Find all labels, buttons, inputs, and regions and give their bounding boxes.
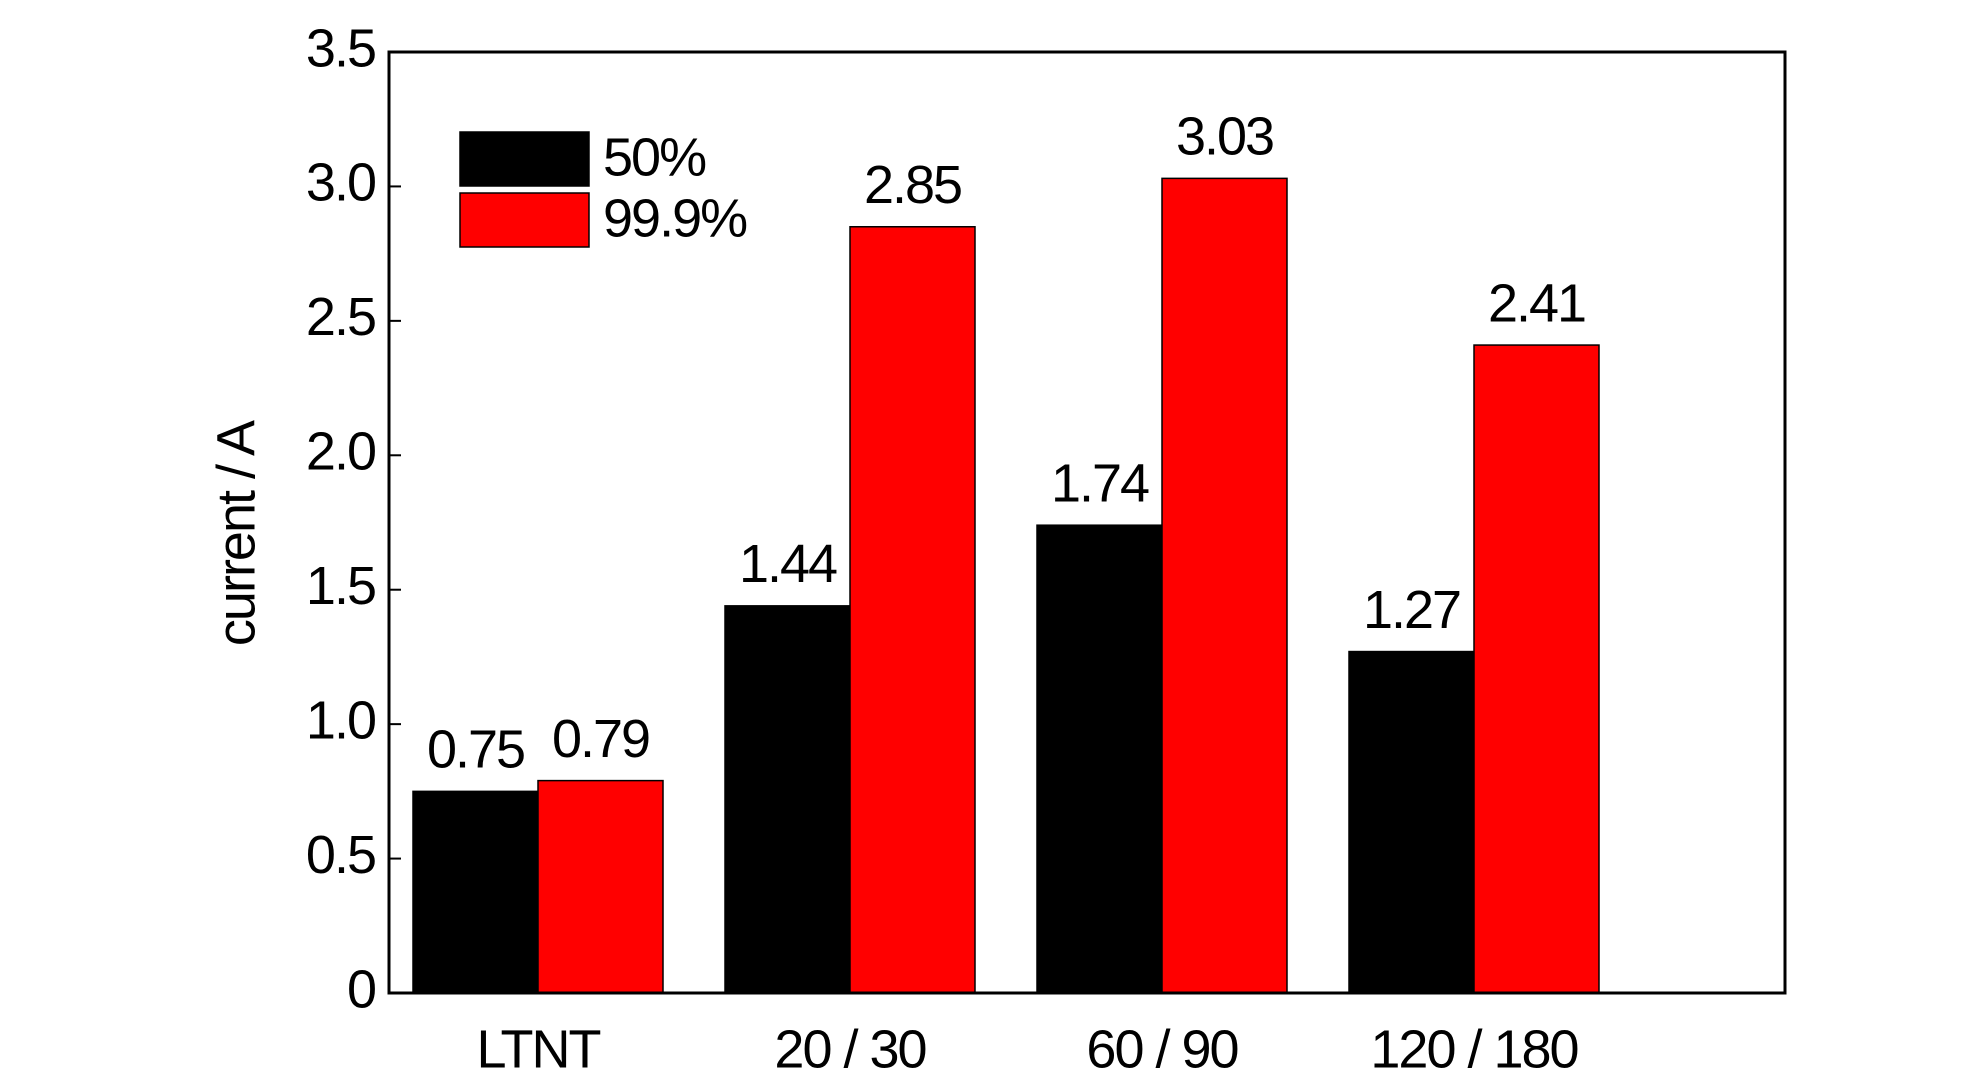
y-tick-label: 0.5	[306, 825, 375, 885]
legend-label: 50%	[603, 127, 706, 187]
x-tick-label: 60 / 90	[1086, 1019, 1237, 1079]
bar	[1161, 177, 1288, 994]
y-tick-label: 1.0	[306, 690, 375, 750]
x-tick-label: 20 / 30	[774, 1019, 925, 1079]
y-tick-label: 3.5	[306, 18, 375, 78]
bar	[1348, 650, 1475, 994]
legend-swatch	[459, 131, 590, 187]
value-label: 0.79	[552, 709, 649, 769]
x-tick-label: LTNT	[477, 1019, 601, 1079]
y-tick-label: 0	[347, 959, 375, 1019]
value-label: 0.75	[427, 720, 524, 780]
y-tick-label: 3.0	[306, 153, 375, 213]
bar	[724, 605, 851, 994]
bar	[1473, 344, 1600, 994]
y-tick-label: 2.0	[306, 422, 375, 482]
value-label: 2.41	[1488, 273, 1585, 333]
plot-frame	[387, 50, 1787, 995]
bar	[537, 779, 664, 994]
value-label: 1.44	[739, 534, 837, 594]
y-axis-label: current / A	[206, 420, 266, 646]
y-tick-label: 2.5	[306, 287, 375, 347]
value-label: 2.85	[864, 155, 961, 215]
value-label: 1.74	[1051, 453, 1149, 513]
legend-swatch	[459, 192, 590, 248]
bar	[849, 226, 976, 994]
value-label: 3.03	[1176, 107, 1273, 167]
bar	[412, 790, 539, 994]
legend-label: 99.9%	[603, 188, 747, 248]
bar	[1036, 524, 1163, 994]
value-label: 1.27	[1363, 580, 1460, 640]
x-tick-label: 120 / 180	[1370, 1019, 1577, 1079]
y-tick-label: 1.5	[306, 556, 375, 616]
